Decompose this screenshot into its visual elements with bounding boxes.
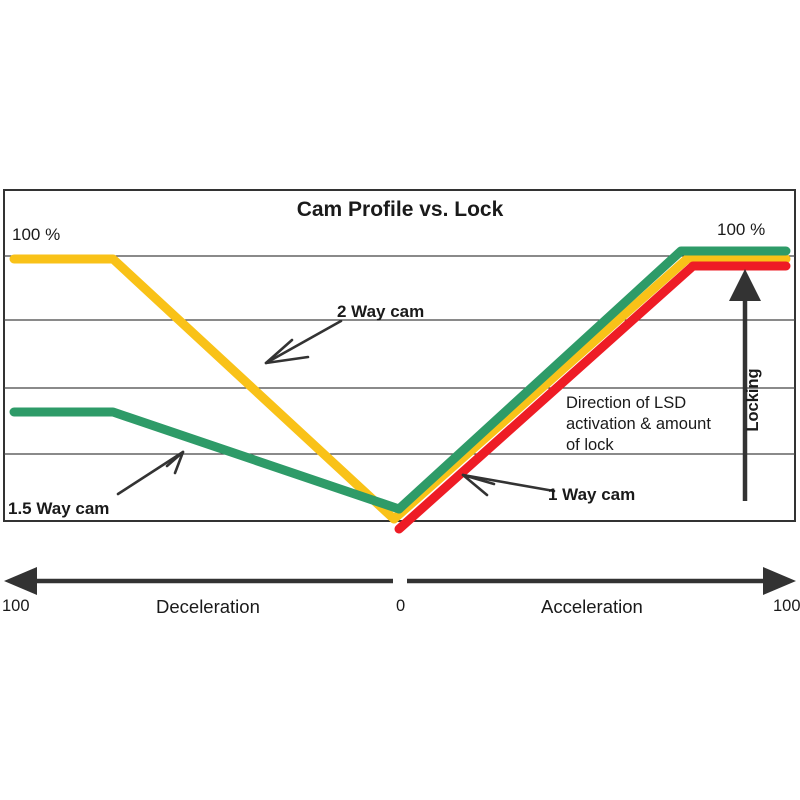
svg-text:2 Way cam: 2 Way cam [337,302,424,321]
svg-text:100 %: 100 % [12,225,60,244]
svg-text:Acceleration: Acceleration [541,596,643,617]
svg-text:100 %: 100 % [717,220,765,239]
svg-text:100: 100 [773,597,800,615]
svg-text:Deceleration: Deceleration [156,596,260,617]
svg-text:100: 100 [2,597,30,615]
svg-text:activation & amount: activation & amount [566,415,711,433]
svg-text:Cam Profile vs. Lock: Cam Profile vs. Lock [297,198,504,221]
svg-text:1 Way cam: 1 Way cam [548,485,635,504]
svg-text:Locking: Locking [744,368,762,431]
svg-text:0: 0 [396,597,405,615]
svg-text:Direction of LSD: Direction of LSD [566,394,686,412]
svg-text:1.5 Way cam: 1.5 Way cam [8,499,109,518]
svg-text:of lock: of lock [566,436,614,454]
